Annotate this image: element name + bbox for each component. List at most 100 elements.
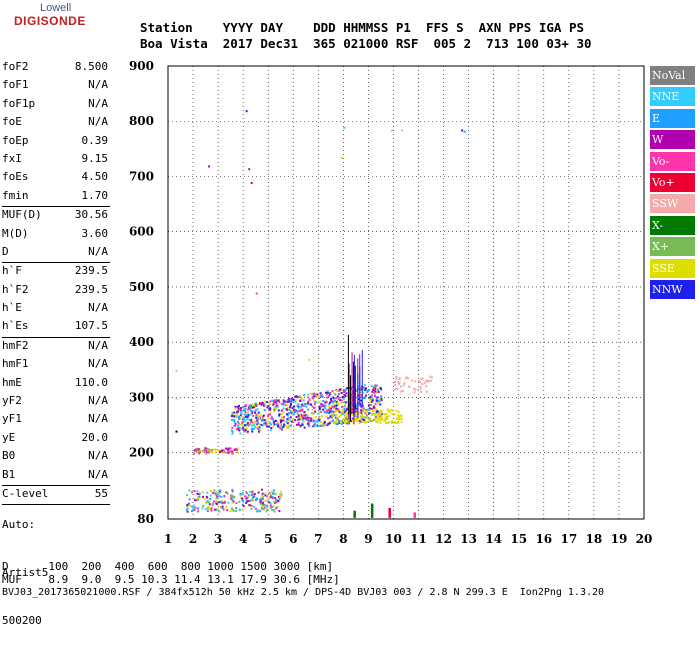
data-point	[186, 510, 189, 513]
data-point	[251, 430, 254, 433]
data-point	[263, 506, 266, 509]
data-point	[213, 448, 216, 451]
data-point	[372, 410, 374, 413]
data-point	[411, 379, 414, 382]
data-point	[356, 404, 359, 407]
data-point	[374, 414, 377, 417]
data-point	[282, 403, 285, 406]
data-point	[237, 420, 240, 423]
data-point	[278, 413, 281, 416]
data-point	[279, 427, 282, 430]
data-point	[265, 424, 268, 427]
data-point	[214, 448, 217, 451]
data-point	[336, 423, 339, 425]
data-point	[400, 390, 403, 393]
param-row: fxI 9.15	[2, 151, 110, 169]
data-point	[385, 416, 388, 419]
data-point	[186, 507, 189, 510]
data-point	[376, 416, 379, 419]
data-point	[280, 402, 283, 405]
data-point	[233, 448, 236, 451]
data-point	[291, 410, 294, 413]
data-point	[329, 415, 332, 418]
data-point	[252, 414, 255, 417]
data-point	[391, 422, 393, 424]
data-point	[194, 499, 196, 502]
data-point	[237, 425, 239, 427]
data-point	[355, 415, 358, 418]
data-point	[285, 420, 288, 423]
data-point	[269, 413, 272, 416]
data-point	[279, 493, 281, 496]
data-point	[363, 416, 366, 419]
data-point	[360, 399, 363, 402]
data-point	[311, 393, 314, 396]
data-point	[371, 397, 374, 399]
data-point	[336, 390, 339, 393]
data-point	[290, 400, 293, 403]
data-point	[231, 498, 234, 501]
data-point	[420, 378, 423, 381]
data-point	[213, 500, 216, 503]
data-point	[396, 418, 399, 421]
data-point	[302, 405, 305, 408]
data-point	[255, 408, 258, 411]
x-tick-label: 20	[636, 532, 653, 546]
data-point	[377, 418, 380, 421]
data-point	[223, 495, 226, 497]
data-point	[244, 419, 247, 422]
data-point	[285, 408, 288, 411]
data-point	[293, 419, 296, 421]
data-point	[291, 418, 294, 421]
data-point	[301, 403, 304, 406]
data-point	[375, 411, 378, 414]
data-point	[304, 402, 306, 405]
data-bar-marker	[370, 503, 374, 518]
data-point	[198, 449, 201, 452]
data-point	[278, 400, 281, 403]
data-point	[295, 416, 298, 418]
data-point	[191, 505, 194, 508]
data-point	[375, 399, 378, 402]
data-point	[238, 423, 241, 426]
data-point	[327, 417, 329, 420]
data-point	[238, 429, 241, 432]
data-point	[355, 388, 357, 391]
data-point	[307, 422, 310, 425]
data-point	[344, 403, 346, 406]
data-point	[354, 403, 357, 406]
data-point	[359, 391, 362, 394]
data-point	[338, 398, 341, 400]
x-tick-label: 1	[164, 532, 172, 546]
param-name: hmF2	[2, 338, 29, 352]
data-point	[369, 400, 372, 403]
data-point	[257, 491, 260, 494]
data-point	[252, 428, 255, 430]
data-point	[232, 500, 235, 503]
data-point	[287, 400, 290, 403]
data-point	[269, 409, 272, 412]
data-point	[302, 399, 305, 402]
data-point	[285, 401, 288, 404]
data-point	[359, 403, 362, 405]
data-point	[266, 495, 269, 498]
data-point	[251, 410, 254, 413]
data-point	[263, 419, 266, 422]
data-point	[213, 489, 216, 492]
data-point	[308, 416, 311, 419]
data-point	[288, 399, 291, 402]
data-point	[331, 412, 334, 415]
param-row: h`F 239.5	[2, 262, 110, 281]
y-tick-label: 800	[129, 114, 154, 128]
data-point	[327, 394, 330, 397]
data-point	[295, 410, 297, 413]
param-row: B1 N/A	[2, 467, 110, 485]
data-point	[362, 416, 365, 418]
data-point	[423, 381, 426, 384]
data-point	[234, 422, 237, 425]
data-point	[295, 399, 298, 402]
data-point	[299, 426, 302, 428]
data-point	[275, 419, 277, 422]
data-point	[266, 508, 269, 511]
data-point	[186, 494, 189, 497]
